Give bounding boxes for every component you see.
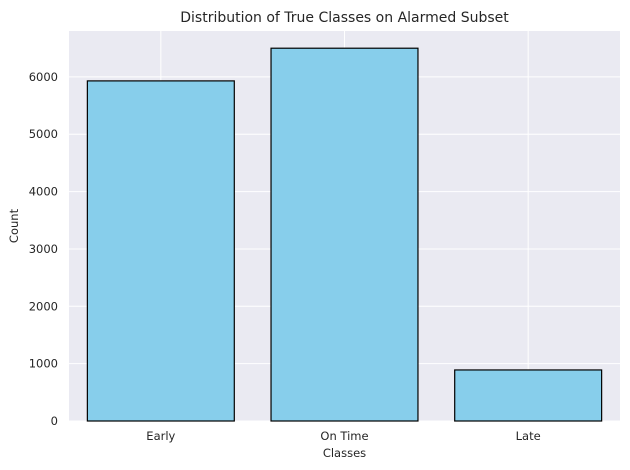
x-tick-label: Late [516,429,541,443]
y-tick-label: 6000 [29,70,58,84]
x-tick-label: On Time [320,429,368,443]
bar-on-time [270,47,419,422]
y-tick-label: 5000 [29,127,58,141]
y-tick-label: 3000 [29,242,58,256]
x-axis-label: Classes [323,446,366,460]
y-tick-label: 1000 [29,357,58,371]
y-tick-label: 4000 [29,185,58,199]
y-tick-label: 0 [51,414,58,428]
bar-late [454,369,603,422]
y-axis-ticks: 0 1000 2000 3000 4000 5000 6000 [29,70,58,428]
y-tick-label: 2000 [29,299,58,313]
y-axis-label: Count [7,208,21,243]
x-tick-label: Early [146,429,175,443]
bars [86,47,603,422]
chart-title: Distribution of True Classes on Alarmed … [180,10,509,26]
bar-early [86,80,235,422]
x-axis-ticks: Early On Time Late [146,429,540,443]
